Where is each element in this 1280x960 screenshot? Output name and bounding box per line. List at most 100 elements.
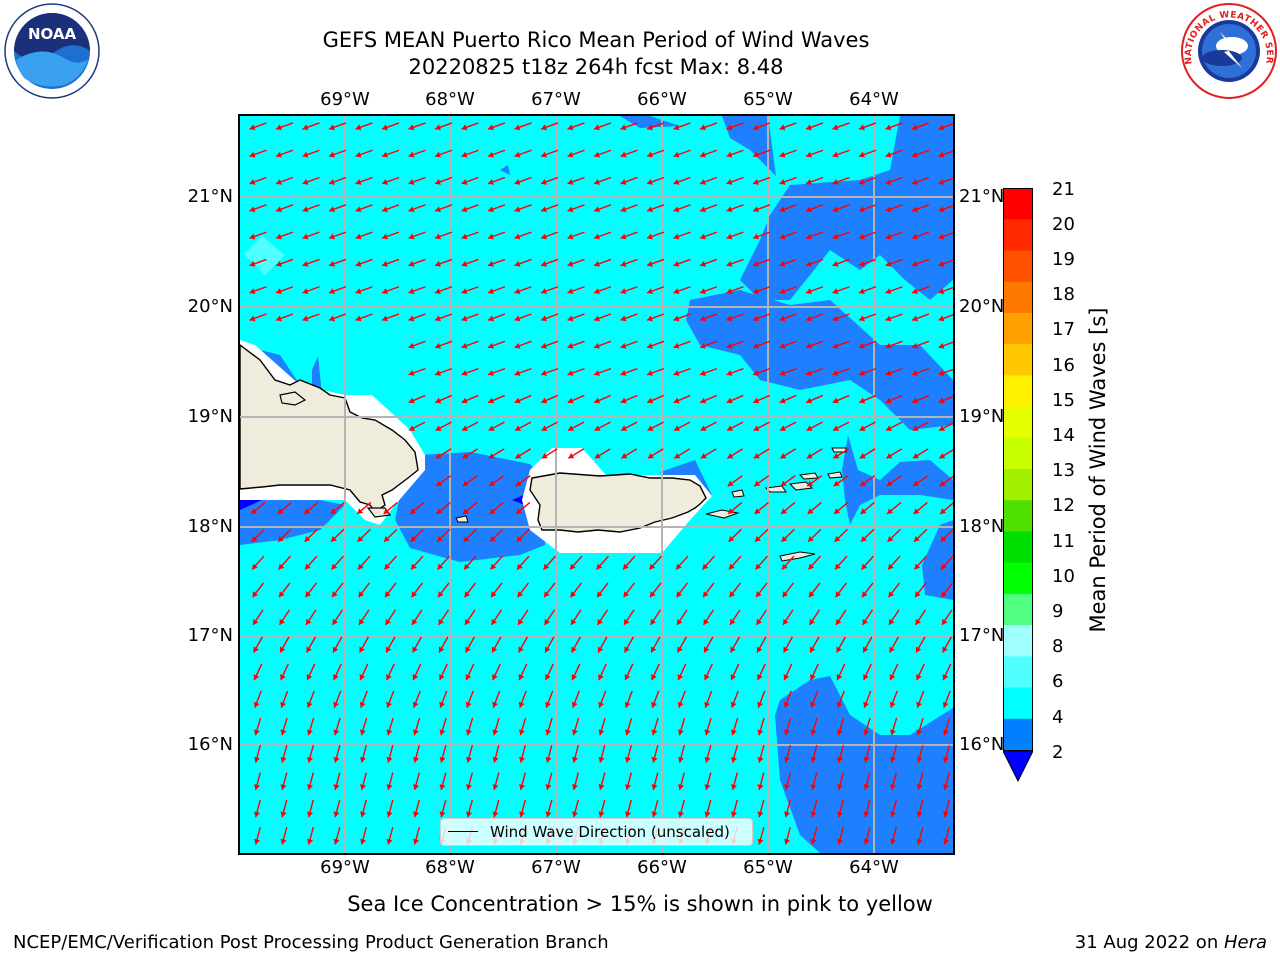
wind-arrow-head (307, 838, 313, 845)
wind-arrow-head (912, 151, 918, 158)
wind-arrow-head (885, 233, 892, 240)
wind-arrow-head (890, 838, 896, 845)
wind-arrow-head (912, 425, 919, 431)
wind-arrow-head (541, 179, 547, 185)
wind-arrow-head (942, 646, 948, 653)
wind-arrow-head (386, 674, 392, 681)
wind-arrow-head (943, 838, 949, 845)
island (788, 481, 814, 491)
wind-arrow-head (567, 288, 574, 295)
wind-arrow-head (413, 811, 419, 818)
wind-arrow-head (567, 124, 574, 131)
island (827, 471, 843, 479)
lon-tick-top: 65°W (743, 89, 793, 110)
wind-arrow-head (385, 618, 391, 625)
wind-arrow-head (461, 124, 468, 131)
wind-arrow-head (837, 838, 843, 845)
wind-arrow-head (700, 370, 706, 376)
wind-arrow-head (779, 179, 786, 185)
wind-arrow-head (753, 151, 759, 158)
wind-arrow-head (518, 729, 525, 736)
wind-arrow-head (650, 618, 656, 625)
wind-arrow-head (863, 674, 869, 681)
wind-arrow-head (435, 260, 441, 267)
wind-arrow-head (885, 342, 892, 349)
wind-arrow-head (915, 591, 921, 598)
wind-arrow-head (651, 701, 658, 708)
wind-arrow-head (597, 618, 603, 625)
wind-arrow-head (435, 233, 441, 240)
wind-arrow-head (359, 646, 365, 653)
wind-arrow-head (596, 563, 603, 570)
wind-arrow-head (938, 179, 945, 185)
wind-arrow-head (832, 397, 839, 404)
noaa-logo-text: NOAA (28, 25, 77, 43)
wind-arrow-head (514, 179, 521, 185)
wind-arrow-head (784, 756, 790, 763)
wind-arrow-head (625, 811, 631, 818)
sea-ice-footnote: Sea Ice Concentration > 15% is shown in … (347, 892, 933, 916)
wind-arrow-head (703, 591, 709, 598)
wind-arrow-head (410, 535, 417, 542)
colorbar-segment (1003, 593, 1033, 626)
island (831, 447, 847, 453)
wind-arrow-head (355, 233, 362, 240)
colorbar-segment (1003, 188, 1033, 220)
wind-arrow-head (413, 784, 419, 790)
wind-arrow-head (673, 124, 680, 131)
wind-arrow-head (943, 784, 949, 790)
chart-title: GEFS MEAN Puerto Rico Mean Period of Win… (322, 28, 870, 52)
wind-arrow-head (704, 784, 711, 790)
wind-arrow-head (704, 729, 711, 736)
wind-arrow-head (305, 591, 312, 598)
wind-arrow-head (408, 370, 415, 376)
wind-arrow-head (437, 535, 443, 542)
wind-arrow-head (489, 480, 496, 487)
wind-arrow-head (254, 838, 260, 845)
wind-arrow-head (329, 124, 335, 131)
wind-arrow-head (466, 784, 472, 790)
wind-arrow-head (307, 756, 313, 763)
wind-arrow-head (859, 124, 865, 131)
wind-arrow-head (541, 315, 547, 322)
colorbar-segment (1003, 344, 1033, 376)
colorbar-segment (1003, 656, 1033, 689)
wind-arrow-head (541, 151, 547, 158)
wind-arrow-head (464, 563, 470, 570)
wind-arrow-head (647, 151, 653, 158)
wind-arrow-head (836, 646, 842, 653)
wind-arrow-head (938, 342, 945, 349)
wind-arrow-head (781, 508, 788, 514)
wind-arrow-head (754, 480, 761, 487)
wind-arrow-head (620, 124, 627, 131)
wind-arrow-head (620, 179, 627, 185)
wind-arrow-head (360, 811, 366, 818)
wind-arrow-head (465, 646, 471, 653)
wind-arrow-head (384, 535, 390, 542)
wind-arrow-head (806, 397, 813, 404)
colorbar-segment (1003, 687, 1033, 720)
wind-arrow-head (519, 784, 525, 790)
wind-arrow-head (914, 563, 921, 570)
wind-arrow-head (859, 452, 866, 459)
wind-arrow-head (938, 288, 945, 295)
wind-arrow-head (279, 591, 285, 598)
wind-arrow-head (594, 206, 600, 213)
wind-arrow-head (700, 288, 706, 295)
wind-arrow-head (254, 784, 260, 790)
wind-arrow-head (465, 618, 471, 625)
wind-arrow-head (461, 342, 468, 349)
wind-arrow-head (438, 591, 444, 598)
wind-arrow-head (302, 206, 309, 213)
wind-arrow-head (304, 535, 311, 542)
wind-arrow-head (753, 260, 759, 267)
wind-arrow-head (859, 397, 866, 404)
wind-arrow-head (939, 480, 946, 487)
wind-arrow-head (620, 260, 627, 267)
wind-arrow-head (466, 811, 472, 818)
map-legend: Wind Wave Direction (unscaled) (440, 818, 753, 846)
wind-arrow-head (730, 729, 737, 736)
wind-arrow-head (647, 288, 653, 295)
lat-tick-right: 17°N (959, 625, 1005, 646)
wind-arrow-head (439, 784, 446, 790)
